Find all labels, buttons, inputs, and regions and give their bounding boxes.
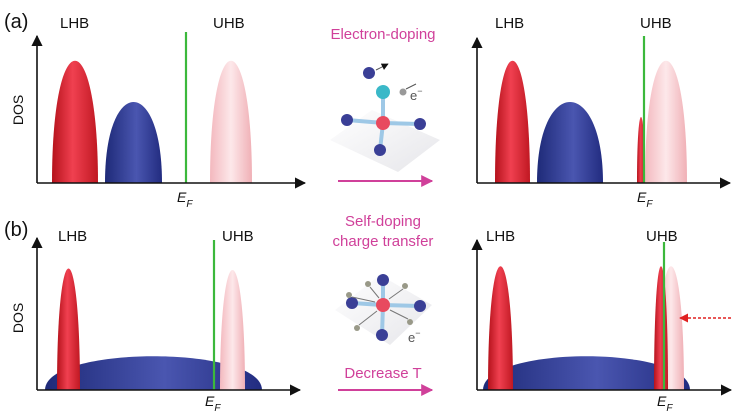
fermi-sub: F <box>186 199 193 210</box>
dos-plot <box>477 240 731 390</box>
fermi-label: EF <box>177 189 193 210</box>
uhb-label: UHB <box>646 228 678 245</box>
uhb-label: UHB <box>213 15 245 32</box>
lhb-label: LHB <box>486 228 515 245</box>
fermi-sub: F <box>646 199 653 210</box>
process-label: charge transfer <box>333 233 434 250</box>
electron-sup: − <box>417 86 422 96</box>
electron-label: e− <box>410 86 423 103</box>
process-label: Decrease T <box>344 365 421 382</box>
uhb-peak <box>645 61 687 183</box>
uhb-peak <box>210 61 252 183</box>
lhb-peak <box>495 61 530 183</box>
fermi-label: EF <box>205 393 221 414</box>
dos-plot <box>477 36 730 183</box>
y-axis-label: DOS <box>10 303 26 333</box>
electron-label: e− <box>408 328 421 345</box>
dos-plot <box>37 238 300 390</box>
fermi-label: EF <box>637 189 653 210</box>
band-peak <box>537 102 603 183</box>
fermi-sub: F <box>214 403 221 414</box>
band-peak <box>105 102 162 183</box>
panel-label: (a) <box>4 11 28 33</box>
electron-sup: − <box>415 328 420 338</box>
process-label: Electron-doping <box>330 26 435 43</box>
uhb-peak <box>220 270 245 390</box>
dos-plot <box>37 32 305 183</box>
lhb-label: LHB <box>495 15 524 32</box>
uhb-label: UHB <box>640 15 672 32</box>
electron-main: e <box>408 330 415 345</box>
lhb-peak <box>488 266 513 390</box>
lhb-label: LHB <box>60 15 89 32</box>
panel-label: (b) <box>4 219 28 241</box>
fermi-sub: F <box>666 403 673 414</box>
lhb-peak <box>52 61 98 183</box>
lhb-label: LHB <box>58 228 87 245</box>
uhb-label: UHB <box>222 228 254 245</box>
electron-main: e <box>410 88 417 103</box>
y-axis-label: DOS <box>10 95 26 125</box>
figure: (a) LHB UHB DOS EF Electron-doping e− LH… <box>0 0 734 415</box>
lhb-peak <box>57 269 80 391</box>
process-label: Self-doping <box>345 213 421 230</box>
fermi-label: EF <box>657 393 673 414</box>
molecule <box>330 64 440 172</box>
